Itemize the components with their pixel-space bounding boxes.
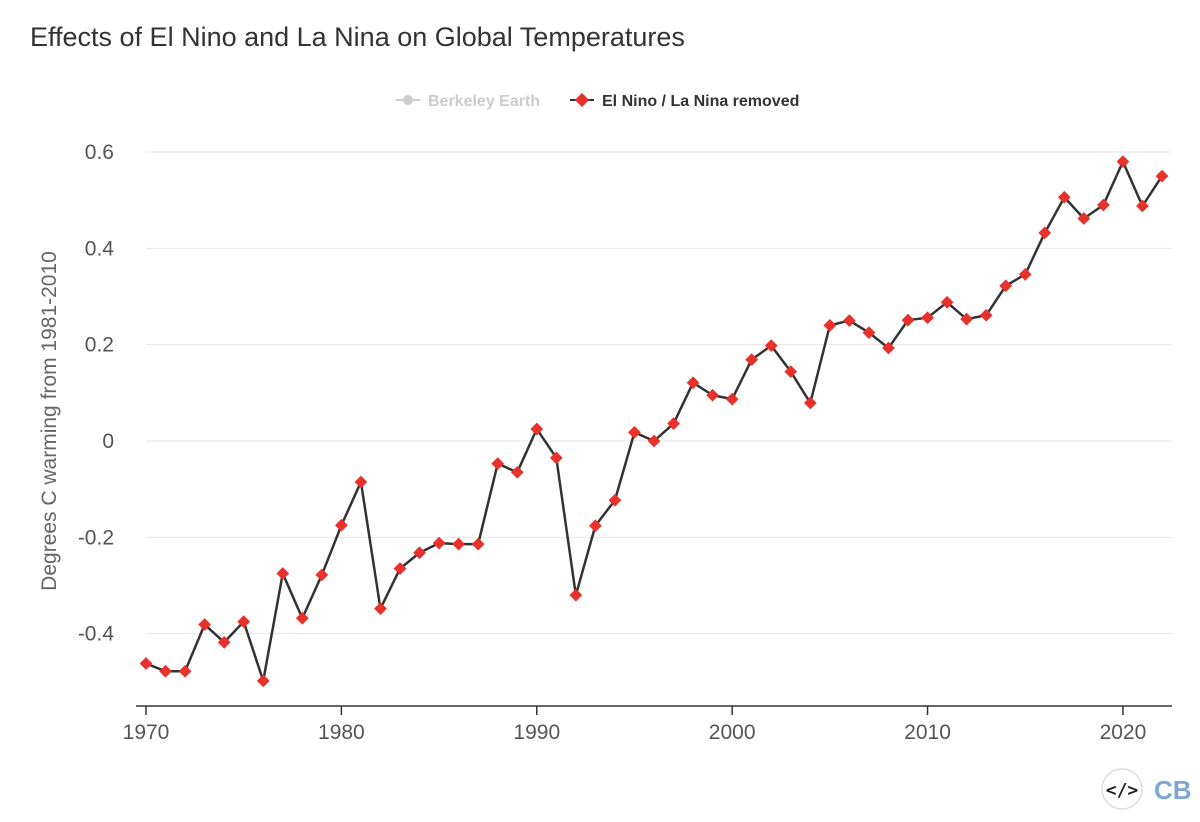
data-point-2015[interactable] [1018,267,1032,281]
data-point-2004[interactable] [803,396,817,410]
y-tick-label-2: 0 [102,430,114,453]
data-point-2022[interactable] [1155,169,1169,183]
data-point-2016[interactable] [1038,226,1052,240]
data-point-1995[interactable] [628,425,641,439]
y-tick-label-5: 0.6 [85,141,114,164]
data-point-2000[interactable] [725,392,739,406]
data-point-1989[interactable] [510,465,524,479]
y-tick-label-4: 0.4 [85,237,115,260]
x-tick-label-5: 2020 [1100,721,1147,744]
x-tick-label-4: 2010 [904,721,951,744]
y-axis-title: Degrees C warming from 1981-2010 [38,251,61,591]
x-tick-label-3: 2000 [709,721,756,744]
data-point-1979[interactable] [315,568,329,582]
x-tick-label-1: 1980 [318,721,365,744]
data-point-1992[interactable] [569,588,583,602]
x-axis-ticks: 1970 1980 1990 2000 2010 2020 [123,706,1147,744]
legend-item-el-nino-la-nina-removed[interactable]: El Nino / La Nina removed [570,92,799,110]
data-point-1970[interactable] [139,657,153,670]
data-point-1978[interactable] [295,611,309,625]
data-point-1987[interactable] [471,537,485,551]
data-point-1998[interactable] [686,376,700,390]
legend-label-el-nino-la-nina-removed: El Nino / La Nina removed [602,93,799,110]
legend: Berkeley Earth El Nino / La Nina removed [396,92,799,110]
data-point-1981[interactable] [354,475,368,489]
data-point-1985[interactable] [432,536,446,550]
data-point-1972[interactable] [178,664,192,678]
data-point-1999[interactable] [706,388,719,402]
y-tick-label-1: -0.2 [78,526,114,549]
gridlines [146,151,1172,635]
code-icon: </> [1106,780,1139,801]
data-point-1977[interactable] [276,567,290,580]
data-point-2006[interactable] [843,314,856,327]
legend-label-berkeley-earth: Berkeley Earth [428,93,540,110]
data-point-1982[interactable] [374,602,387,615]
x-tick-label-0: 1970 [123,721,170,744]
series-el-nino-la-nina-removed [139,155,1169,688]
embed-button[interactable]: </> [1101,768,1143,810]
data-point-2005[interactable] [823,319,837,332]
series-line-0 [145,160,1164,683]
data-point-1986[interactable] [452,537,465,551]
y-tick-label-0: -0.4 [78,623,115,646]
chart-title: Effects of El Nino and La Nina on Global… [30,22,685,52]
carbon-brief-logo: CB [1154,775,1192,805]
data-point-1976[interactable] [256,674,270,688]
data-point-2021[interactable] [1136,199,1149,213]
y-tick-label-3: 0.2 [85,334,114,357]
data-point-1980[interactable] [335,518,348,532]
data-point-1971[interactable] [159,664,172,678]
x-tick-label-2: 1990 [513,721,560,744]
data-point-2020[interactable] [1116,155,1130,168]
legend-item-berkeley-earth[interactable]: Berkeley Earth [396,93,540,110]
data-point-1988[interactable] [491,457,505,471]
y-axis-ticks: -0.4 -0.2 0 0.2 0.4 0.6 [78,141,115,646]
